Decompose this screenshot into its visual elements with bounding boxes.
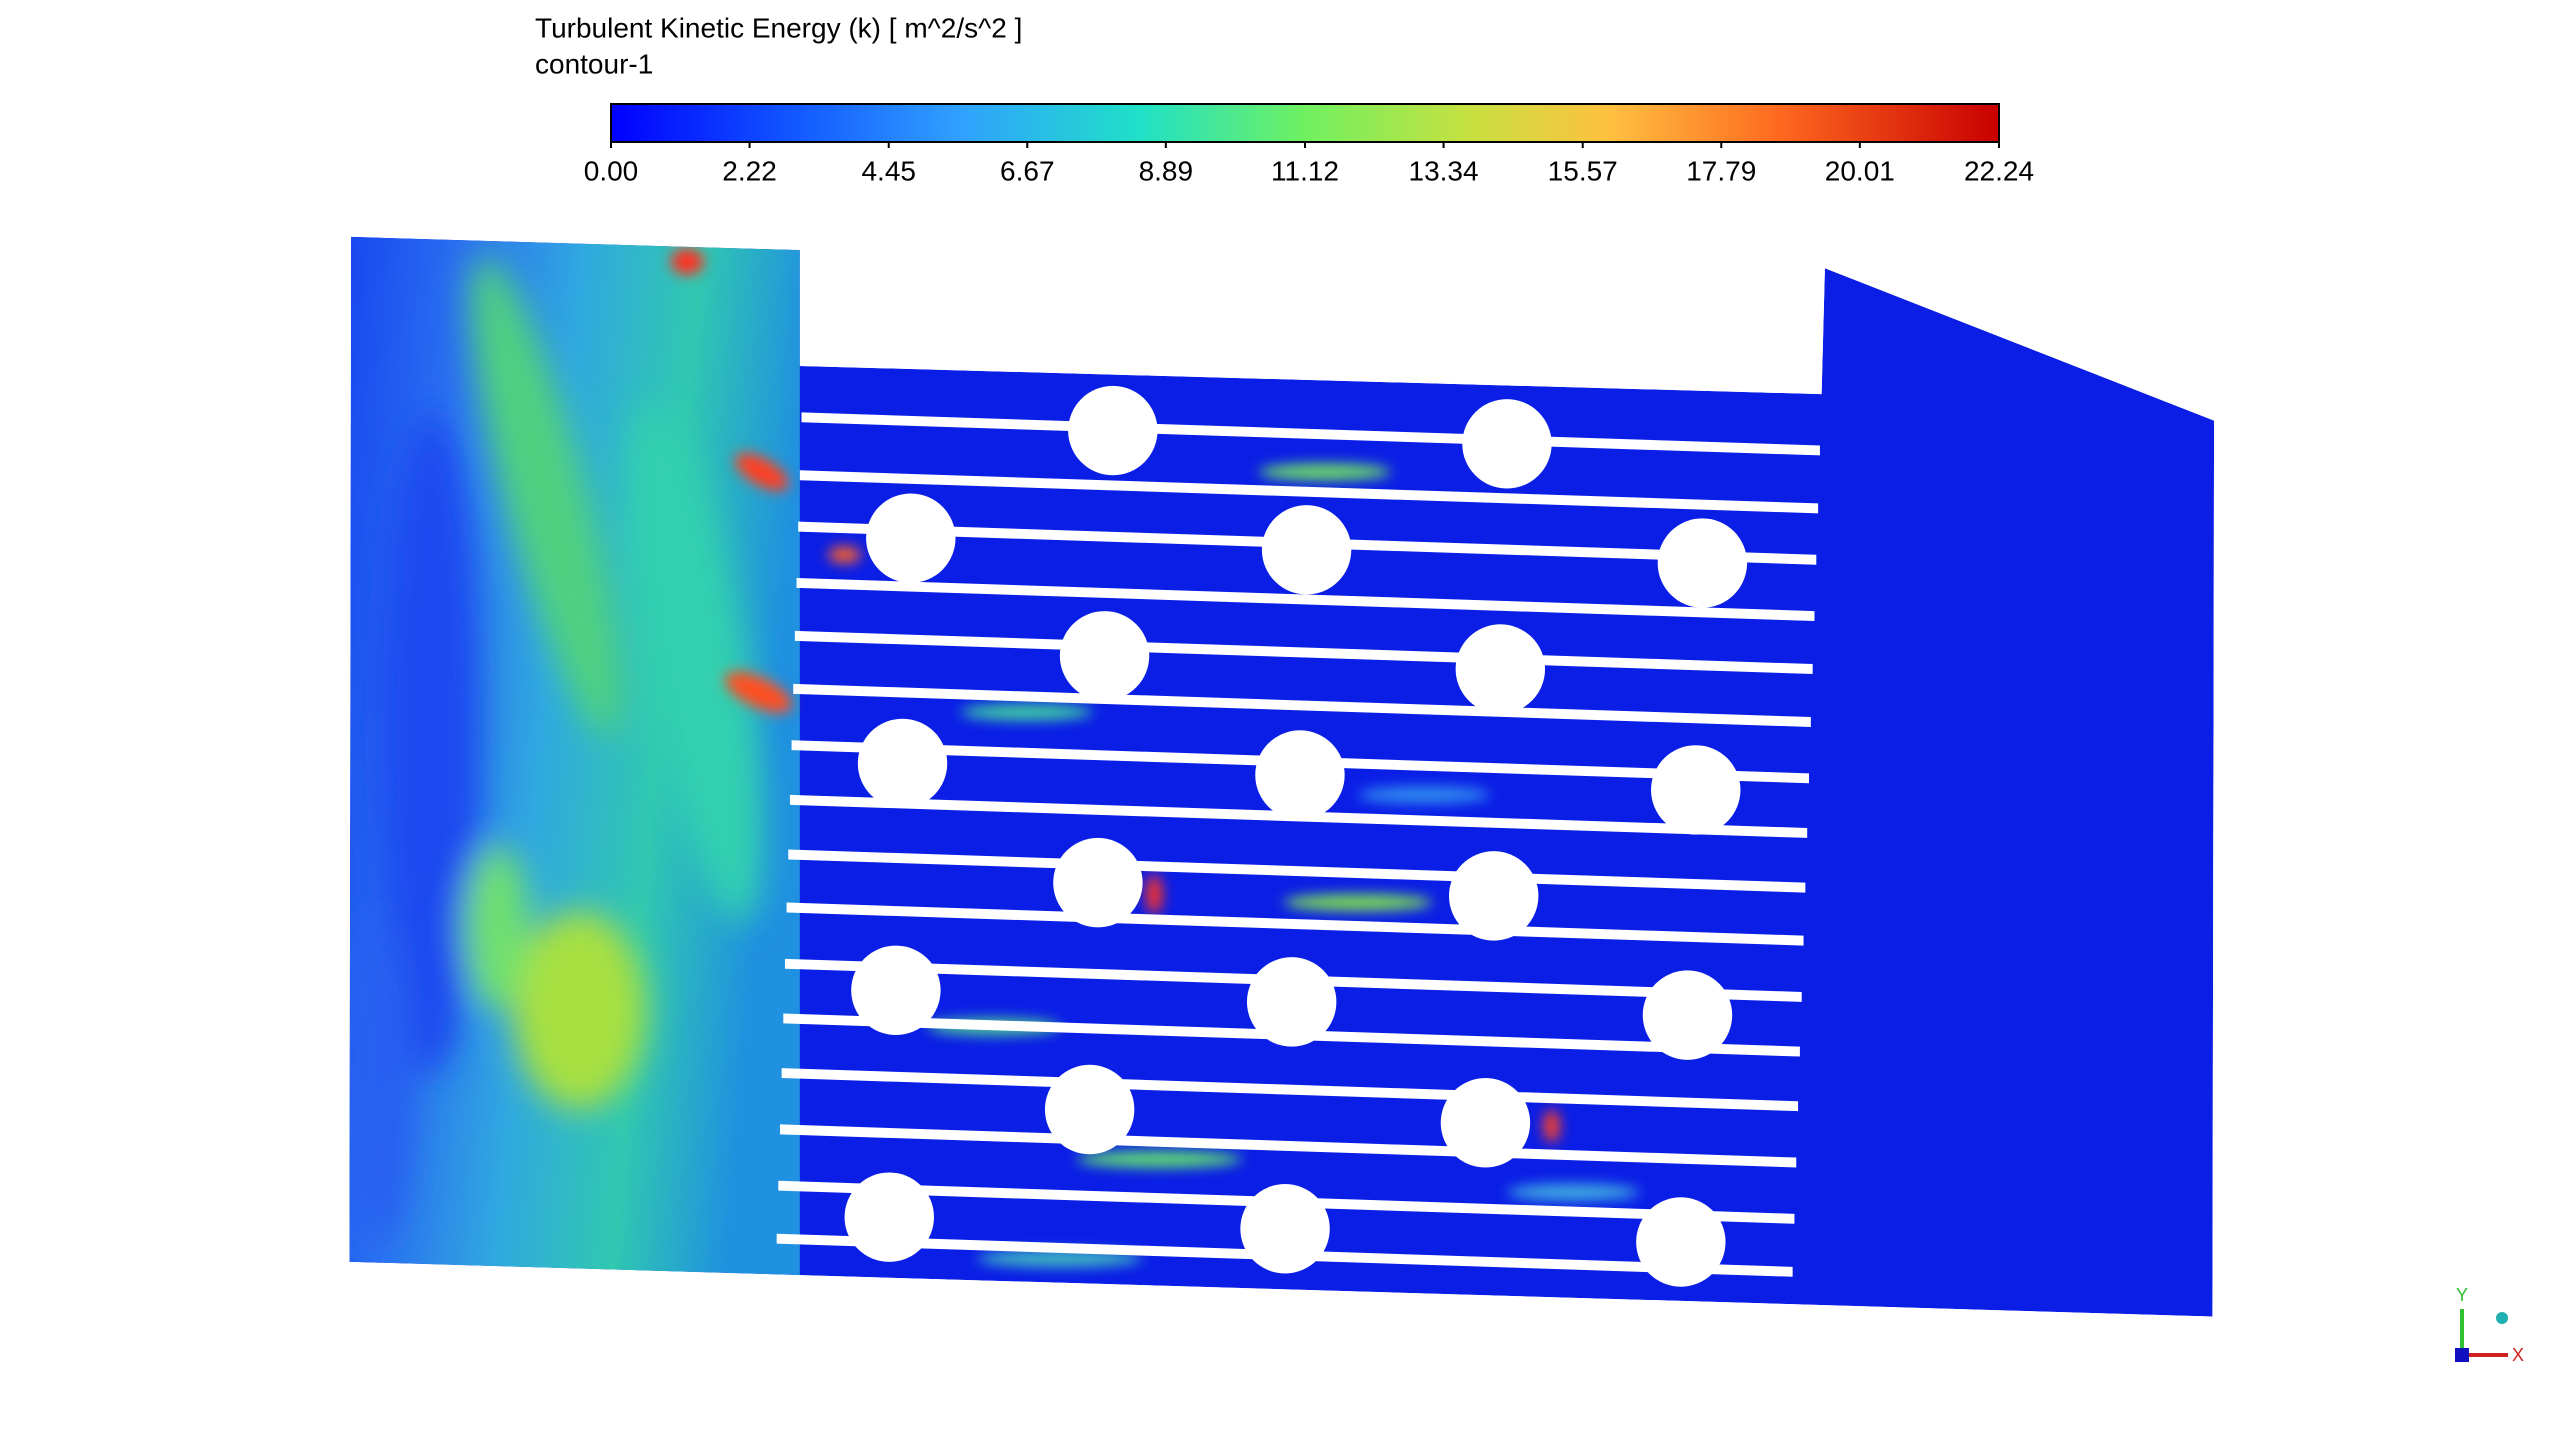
tube bbox=[866, 493, 956, 583]
tube bbox=[1068, 385, 1158, 476]
tube bbox=[1044, 1064, 1135, 1155]
fin bbox=[788, 849, 1806, 893]
tube bbox=[1657, 518, 1748, 608]
tube bbox=[1261, 505, 1352, 595]
tube bbox=[1240, 1184, 1330, 1274]
colorbar-tick-label: 8.89 bbox=[1139, 155, 1194, 186]
contour-plot bbox=[349, 236, 2215, 1317]
tube bbox=[857, 718, 948, 809]
fin bbox=[799, 470, 1819, 514]
tube bbox=[1642, 970, 1733, 1060]
fin bbox=[796, 577, 1815, 621]
fin bbox=[786, 902, 1804, 946]
colorbar bbox=[610, 103, 2000, 143]
colorbar-tick-label: 6.67 bbox=[1000, 155, 1055, 186]
colorbar-tick-label: 2.22 bbox=[722, 155, 777, 186]
fin bbox=[781, 1068, 1799, 1112]
fin bbox=[793, 683, 1811, 727]
tube bbox=[844, 1172, 934, 1262]
legend-subtitle: contour-1 bbox=[535, 48, 653, 79]
tube bbox=[1462, 399, 1552, 489]
colorbar-tick-label: 17.79 bbox=[1686, 155, 1756, 186]
tube bbox=[1455, 624, 1546, 714]
tube bbox=[851, 945, 941, 1035]
fin bbox=[801, 412, 1820, 456]
axis-triad: Y X bbox=[2455, 1285, 2524, 1365]
colorbar-tick-label: 22.24 bbox=[1964, 155, 2034, 186]
tube bbox=[1255, 730, 1345, 820]
fin bbox=[794, 630, 1813, 674]
colorbar-tick-label: 11.12 bbox=[1271, 155, 1339, 186]
tube bbox=[1246, 957, 1337, 1047]
tube bbox=[1059, 611, 1150, 701]
colorbar-tick-label: 13.34 bbox=[1409, 155, 1479, 186]
colorbar-tick-label: 4.45 bbox=[861, 155, 916, 186]
tube bbox=[1440, 1078, 1531, 1168]
tube bbox=[1053, 837, 1143, 928]
colorbar-tick-label: 15.57 bbox=[1548, 155, 1618, 186]
legend-title: Turbulent Kinetic Energy (k) [ m^2/s^2 ] bbox=[535, 12, 1022, 43]
colorbar-tick-label: 20.01 bbox=[1825, 155, 1895, 186]
tube bbox=[1651, 745, 1741, 835]
fin bbox=[779, 1124, 1797, 1168]
triad-y-label: Y bbox=[2456, 1285, 2468, 1305]
triad-x-label: X bbox=[2512, 1345, 2524, 1365]
tube bbox=[1449, 851, 1539, 941]
colorbar-tick-label: 0.00 bbox=[584, 155, 639, 186]
tube bbox=[1636, 1197, 1726, 1287]
